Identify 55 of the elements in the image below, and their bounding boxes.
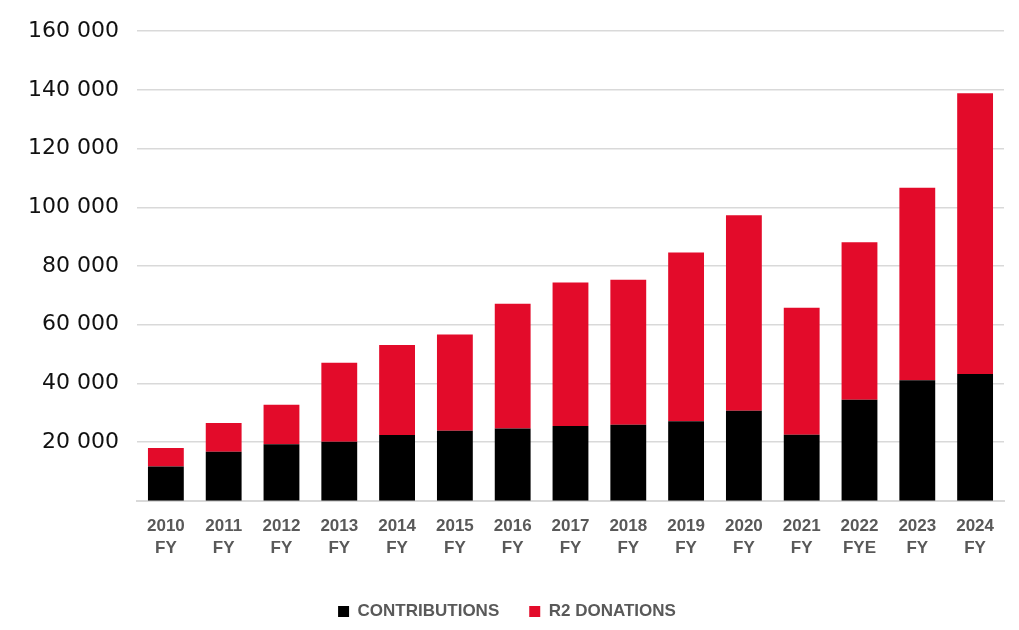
- x-tick-label: 2021 FY: [782, 515, 821, 557]
- bar: [841, 242, 878, 400]
- bar: [205, 423, 242, 452]
- bar: [668, 421, 705, 501]
- x-tick-label: 2011 FY: [205, 515, 243, 557]
- x-tick-label: 2023 FY: [898, 515, 937, 557]
- bar: [725, 215, 762, 411]
- bar: [552, 425, 589, 501]
- x-tick-label: 2010 FY: [146, 515, 185, 557]
- bar: [321, 441, 358, 501]
- bar: [379, 344, 415, 436]
- x-tick-label: 2017 FY: [551, 515, 590, 557]
- bar: [610, 424, 647, 501]
- y-tick-label: 100 000: [27, 193, 119, 219]
- bar: [841, 399, 878, 501]
- x-tick-label: 2020 FY: [724, 515, 763, 557]
- y-tick-label: 80 000: [41, 251, 119, 277]
- bar: [494, 428, 531, 501]
- x-tick-label: 2014 FY: [378, 515, 417, 557]
- bar: [379, 435, 415, 501]
- bar: [668, 252, 705, 422]
- x-tick-label: 2012 FY: [262, 515, 301, 557]
- bar: [610, 279, 647, 425]
- bar: [783, 434, 820, 501]
- bar: [899, 380, 936, 501]
- y-tick-label: 20 000: [41, 427, 119, 453]
- legend-label: R2 DONATIONS: [548, 601, 676, 621]
- x-tick-label: 2016 FY: [493, 515, 532, 557]
- x-tick-label: 2013 FY: [320, 515, 359, 557]
- y-tick-label: 140 000: [27, 75, 119, 101]
- x-tick-label: 2024 FY: [956, 515, 995, 557]
- bar: [783, 307, 820, 435]
- bar: [321, 362, 358, 442]
- bar: [147, 466, 184, 501]
- x-tick-label: 2015 FY: [435, 515, 474, 557]
- y-tick-label: 40 000: [41, 369, 119, 395]
- bar: [957, 93, 994, 375]
- y-tick-label: 120 000: [27, 134, 119, 160]
- bar: [436, 334, 473, 431]
- bar: [899, 187, 936, 381]
- bar: [436, 430, 473, 501]
- bar: [957, 374, 994, 501]
- bar: [205, 451, 242, 501]
- bar: [147, 447, 184, 467]
- bar: [263, 444, 300, 501]
- bar: [725, 410, 762, 501]
- legend-label: CONTRIBUTIONS: [357, 601, 500, 621]
- y-tick-label: 160 000: [27, 16, 119, 42]
- y-tick-label: 60 000: [41, 310, 119, 336]
- bar: [552, 282, 589, 426]
- bar: [494, 303, 531, 429]
- bar: [263, 404, 300, 445]
- x-tick-label: 2019 FY: [667, 515, 706, 557]
- x-tick-label: 2022 FYE: [840, 515, 879, 557]
- x-tick-label: 2018 FY: [609, 515, 648, 557]
